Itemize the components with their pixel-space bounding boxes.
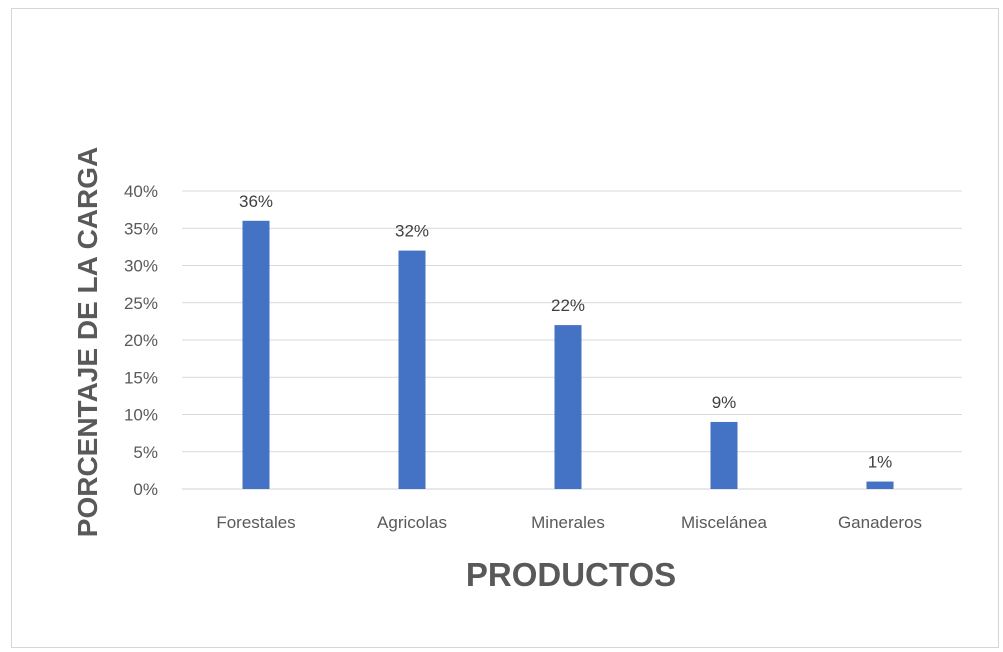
bars xyxy=(242,220,894,490)
category-label: Ganaderos xyxy=(838,513,922,532)
data-label: 22% xyxy=(551,296,585,315)
y-tick-label: 35% xyxy=(124,219,158,238)
y-tick-label: 25% xyxy=(124,294,158,313)
bar xyxy=(866,481,894,489)
y-tick-label: 20% xyxy=(124,331,158,350)
data-label: 9% xyxy=(712,393,737,412)
bar xyxy=(710,421,738,489)
category-labels: Forestales Agricolas Minerales Miscelánea Ga… xyxy=(216,513,922,532)
y-tick-label: 0% xyxy=(133,480,158,499)
chart-frame xyxy=(11,8,999,648)
y-tick-label: 40% xyxy=(124,182,158,201)
bar xyxy=(242,220,270,490)
gridlines xyxy=(182,190,962,453)
category-label: Forestales xyxy=(216,513,295,532)
y-axis-ticks: 0% 5% 10% 15% 20% 25% 30% 35% 40% xyxy=(124,182,158,499)
y-tick-label: 10% xyxy=(124,406,158,425)
data-label: 36% xyxy=(239,192,273,211)
bar xyxy=(554,325,582,489)
category-label: Minerales xyxy=(531,513,605,532)
category-label: Miscelánea xyxy=(681,513,768,532)
data-labels: 36% 32% 22% 9% 1% xyxy=(239,192,892,472)
data-label: 32% xyxy=(395,222,429,241)
y-tick-label: 30% xyxy=(124,257,158,276)
bar xyxy=(398,250,426,489)
data-label: 1% xyxy=(868,453,893,472)
y-tick-label: 15% xyxy=(124,368,158,387)
x-axis-title: PRODUCTOS xyxy=(466,556,676,593)
y-axis-title: PORCENTAJE DE LA CARGA xyxy=(72,147,103,537)
y-tick-label: 5% xyxy=(133,443,158,462)
category-label: Agricolas xyxy=(377,513,447,532)
